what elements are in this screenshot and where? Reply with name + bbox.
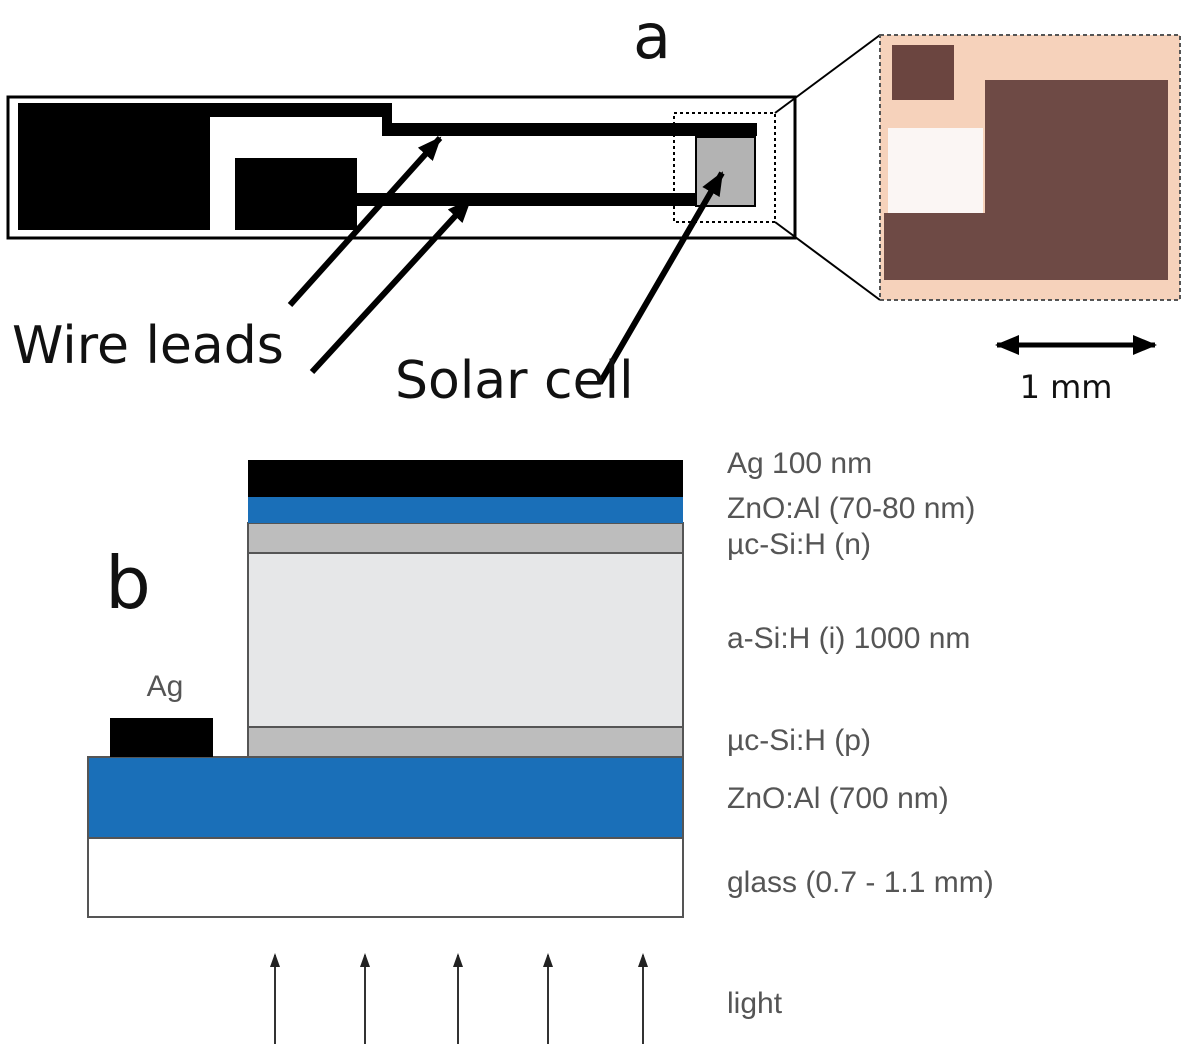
panel-label: b bbox=[105, 541, 151, 625]
scale-label: 1 mm bbox=[1020, 368, 1113, 406]
layer-label: µc-Si:H (p) bbox=[727, 724, 871, 757]
layer-label: a-Si:H (i) 1000 nm bbox=[727, 622, 970, 655]
layer-zno-thick bbox=[88, 757, 683, 838]
zoom-line bbox=[775, 222, 880, 300]
ag-contact bbox=[110, 718, 213, 757]
panel-label: a bbox=[633, 0, 671, 73]
callout-label: Wire leads bbox=[12, 316, 284, 376]
layer-p bbox=[248, 727, 683, 757]
contact-label: Ag bbox=[147, 670, 184, 703]
layer-label: ZnO:Al (70-80 nm) bbox=[727, 492, 975, 525]
figure: a Wire leads Solar cell 1 mm b bbox=[0, 0, 1189, 1044]
layer-zno-thin bbox=[248, 497, 683, 523]
layer-label: Ag 100 nm bbox=[727, 447, 872, 480]
panel-a: a Wire leads Solar cell 1 mm bbox=[8, 0, 1180, 411]
solar-cell bbox=[696, 137, 755, 206]
layer-label: ZnO:Al (700 nm) bbox=[727, 782, 949, 815]
layer-i bbox=[248, 553, 683, 727]
layer-label: glass (0.7 - 1.1 mm) bbox=[727, 866, 994, 899]
light-arrows bbox=[275, 955, 643, 1044]
layer-label: µc-Si:H (n) bbox=[727, 528, 871, 561]
layer-ag bbox=[248, 460, 683, 497]
layer-n bbox=[248, 523, 683, 553]
inset-photo bbox=[880, 35, 1180, 300]
contact-pad bbox=[235, 158, 357, 230]
wire-lead bbox=[357, 193, 697, 206]
light-label: light bbox=[727, 987, 783, 1020]
zoom-line bbox=[775, 35, 880, 113]
layer-glass bbox=[88, 838, 683, 917]
callout-label: Solar cell bbox=[395, 351, 634, 411]
contact-pad bbox=[18, 103, 210, 230]
panel-b: b Ag Ag 100 nm ZnO:Al (70-80 nm) µc-Si:H… bbox=[88, 447, 994, 1044]
